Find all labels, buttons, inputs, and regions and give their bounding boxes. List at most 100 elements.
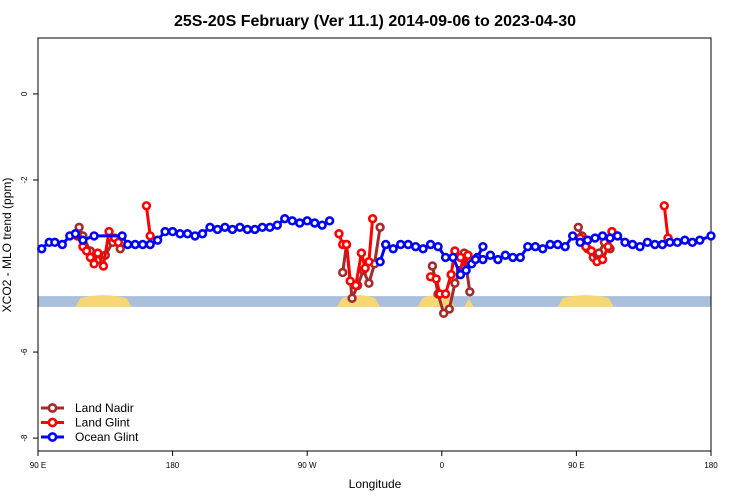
data-point [160, 226, 170, 237]
data-point [280, 213, 290, 224]
data-point [117, 231, 127, 241]
data-point [375, 257, 385, 267]
x-tick-label: 180 [704, 461, 718, 470]
data-point [212, 224, 223, 235]
data-point [665, 237, 675, 248]
data-point [455, 252, 466, 263]
data-point [341, 239, 352, 250]
data-point [635, 241, 645, 252]
legend-label: Land Glint [75, 416, 130, 430]
data-point [395, 239, 406, 250]
data-point [567, 231, 578, 241]
data-point [427, 261, 438, 271]
data-point [493, 254, 503, 265]
data-point [250, 224, 260, 235]
data-point [659, 201, 669, 211]
data-point [410, 241, 421, 252]
x-tick-label: 180 [166, 461, 180, 470]
data-point [130, 239, 140, 250]
data-point [220, 222, 230, 232]
data-point [433, 241, 443, 252]
data-point [137, 239, 148, 250]
data-point [123, 239, 133, 250]
data-point [463, 250, 473, 260]
data-point [145, 231, 155, 241]
data-point [431, 274, 441, 284]
data-point [612, 231, 623, 241]
data-point [265, 222, 275, 232]
chart-title: 25S-20S February (Ver 11.1) 2014-09-06 t… [174, 13, 576, 30]
data-point [650, 239, 660, 250]
data-point [145, 239, 155, 250]
data-point [538, 244, 548, 254]
data-point [334, 229, 344, 239]
data-point [582, 235, 593, 245]
data-point [98, 261, 109, 271]
y-axis-label: XCO2 - MLO trend (ppm) [0, 178, 14, 313]
data-point [364, 257, 374, 267]
data-point [205, 222, 215, 232]
data-point [706, 231, 716, 241]
data-point [523, 241, 533, 252]
data-point [448, 252, 458, 263]
data-point [620, 237, 630, 248]
data-point [586, 246, 597, 256]
data-point [478, 254, 488, 265]
data-point [70, 229, 81, 239]
data-point [295, 218, 305, 228]
data-point [500, 250, 511, 260]
data-point [175, 229, 185, 239]
data-point [104, 226, 114, 237]
data-point [57, 239, 68, 250]
data-point [81, 246, 92, 256]
data-point [603, 241, 613, 252]
data-point [182, 229, 193, 239]
data-point [235, 222, 245, 232]
data-point [446, 269, 456, 280]
data-point [403, 239, 413, 250]
data-point [381, 239, 391, 250]
data-point [50, 237, 60, 248]
data-point [695, 235, 705, 245]
data-point [93, 248, 103, 258]
data-point [440, 252, 451, 263]
data-point [85, 252, 96, 263]
data-point [553, 239, 563, 250]
data-point [287, 216, 297, 226]
data-point [272, 220, 282, 230]
data-point [590, 233, 600, 243]
data-point [680, 235, 690, 245]
series-line [144, 205, 152, 237]
data-point [672, 237, 683, 248]
data-point [530, 241, 540, 252]
data-point [375, 222, 385, 232]
data-point [364, 278, 374, 288]
data-point [89, 231, 99, 241]
land-mass [75, 295, 132, 307]
plot-area: 90 E 180 90 W 0 90 E 180 0 -2 -6 -8 Land NadirLand… [20, 37, 718, 470]
data-point [444, 304, 454, 314]
plot-frame [37, 37, 712, 452]
legend-marker [47, 432, 58, 442]
series-ocean-glint [37, 213, 716, 280]
legend-marker [47, 403, 58, 413]
x-axis-label: Longitude [349, 477, 402, 491]
x-tick-label: 90 E [568, 461, 584, 470]
data-point [309, 218, 320, 228]
data-point [605, 233, 615, 243]
data-point [338, 267, 348, 278]
data-point [360, 263, 370, 273]
data-point [227, 224, 238, 235]
data-point [560, 241, 570, 252]
data-point [425, 239, 436, 250]
data-point [657, 239, 668, 250]
data-point [478, 241, 488, 252]
y-tick-label: -2 [20, 176, 29, 184]
data-point [465, 287, 475, 297]
data-point [152, 235, 163, 245]
data-point [113, 237, 124, 248]
x-tick-label: 90 W [298, 461, 317, 470]
y-tick-label: -6 [20, 348, 29, 356]
